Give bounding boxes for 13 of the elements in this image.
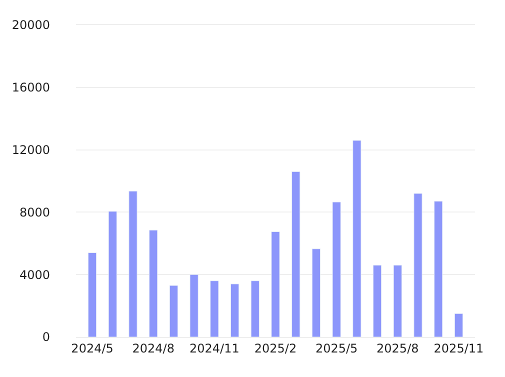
- x-tick-label: 2024/8: [132, 341, 174, 356]
- y-tick-label: 16000: [12, 80, 50, 95]
- x-tick-label: 2025/2: [254, 341, 297, 356]
- y-tick-label: 20000: [12, 18, 50, 32]
- x-tick-label: 2025/5: [315, 341, 358, 356]
- y-tick-label: 4000: [19, 268, 50, 282]
- y-tick-label: 12000: [12, 143, 50, 157]
- x-tick-label: 2025/11: [434, 341, 484, 356]
- y-tick-label: 0: [42, 330, 50, 344]
- x-tick-label: 2024/5: [71, 341, 114, 356]
- x-tick-label: 2024/11: [190, 341, 240, 356]
- x-tick-label: 2025/8: [376, 341, 419, 356]
- y-tick-label: 8000: [19, 205, 50, 220]
